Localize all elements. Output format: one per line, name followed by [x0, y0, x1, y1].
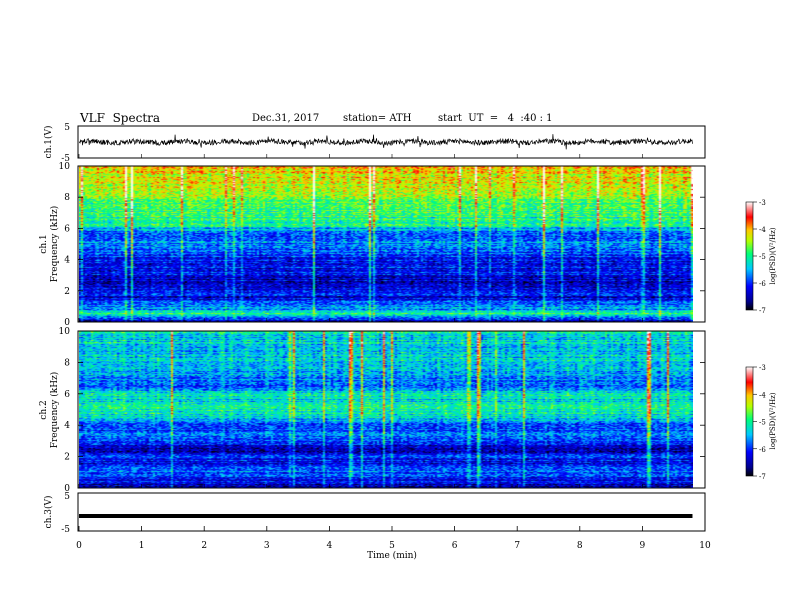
- ch3-ytick-neg5: -5: [61, 525, 70, 535]
- ch1-ytick-label-3: 6: [64, 224, 70, 234]
- ch1-cb-tick-label-4: -7: [759, 307, 766, 315]
- ch1-freq-ticks: 0 2 4 6 8 10: [59, 162, 705, 328]
- ch3-ytick-5: 5: [64, 492, 70, 502]
- time-tick-label-6: 6: [452, 541, 458, 551]
- ch2-ytick-label-4: 8: [64, 358, 70, 368]
- ch2-spec-ylabel-ch: ch.2: [39, 400, 49, 419]
- time-tick-label-0: 0: [76, 541, 82, 551]
- time-tick-label-10: 10: [699, 541, 711, 551]
- ch2-cb-tick-label-2: -5: [759, 419, 766, 427]
- ch1-waveform-frame: [77, 125, 706, 159]
- ch1-ytick-label-4: 8: [64, 193, 70, 203]
- ch2-colorbar-ticks: -3 -4 -5 -6 -7: [753, 364, 766, 481]
- ch3-ylabel: ch.3(V): [43, 496, 54, 529]
- ch2-ytick-label-0: 0: [64, 484, 70, 494]
- ch1-spectrogram-panel: 0 2 4 6 8 10 ch.1 Frequency (kHz): [39, 162, 706, 328]
- ch2-ytick-label-5: 10: [59, 327, 71, 337]
- ch2-spec-ylabel-freq: Frequency (kHz): [49, 372, 60, 449]
- time-tick-label-9: 9: [640, 541, 646, 551]
- ch1-cb-tick-label-2: -5: [759, 253, 766, 261]
- ch1-spectrogram-frame: [77, 165, 706, 323]
- time-tick-label-1: 1: [139, 541, 145, 551]
- start-ut-label: start UT = 4 :40 : 1: [438, 113, 553, 124]
- time-axis-label: Time (min): [367, 550, 417, 561]
- ch1-ytick-label-5: 10: [59, 162, 71, 172]
- time-tick-label-5: 5: [389, 541, 395, 551]
- ch1-ytick-neg5: -5: [61, 154, 70, 164]
- ch1-ylabel: ch.1(V): [43, 126, 54, 159]
- ch2-ytick-label-1: 2: [64, 453, 70, 463]
- ch3-waveform-frame: [77, 492, 706, 532]
- ch2-ytick-label-2: 4: [64, 421, 70, 431]
- ch3-waveform-panel: 5 -5 ch.3(V) 0 1 2 3 4 5 6 7 8 9 10 Time (min): [43, 154, 711, 561]
- ch1-waveform-line: [78, 134, 693, 150]
- time-axis-ticks: 0 1 2 3 4 5 6 7 8 9 10: [76, 154, 711, 551]
- ch2-spectrogram-frame: [77, 330, 706, 489]
- ch1-colorbar-label: log(PSD)(V²/Hz): [769, 227, 777, 284]
- time-tick-label-3: 3: [264, 541, 270, 551]
- ch1-colorbar-gradient: [745, 201, 754, 311]
- ch2-cb-tick-label-3: -6: [759, 446, 766, 454]
- ch2-cb-tick-label-0: -3: [759, 364, 766, 372]
- time-tick-label-7: 7: [514, 541, 520, 551]
- ch1-ytick-label-1: 2: [64, 287, 70, 297]
- ch2-spectrogram-panel: 0 2 4 6 8 10 ch.2 Frequency (kHz): [39, 327, 706, 494]
- ch1-ytick-label-0: 0: [64, 318, 70, 328]
- time-tick-label-8: 8: [577, 541, 583, 551]
- ch2-colorbar-gradient: [745, 366, 754, 477]
- ch1-cb-tick-label-1: -4: [759, 226, 766, 234]
- ch1-ytick-label-2: 4: [64, 256, 70, 266]
- ch1-cb-tick-label-0: -3: [759, 199, 766, 207]
- ch2-freq-ticks: 0 2 4 6 8 10: [59, 327, 705, 494]
- ch1-spec-ylabel-ch: ch.1: [39, 234, 49, 253]
- ch2-cb-tick-label-1: -4: [759, 391, 766, 399]
- ch1-spectrogram-image: [79, 166, 693, 322]
- date-label: Dec.31, 2017: [252, 113, 320, 124]
- ch2-ytick-label-3: 6: [64, 390, 70, 400]
- time-tick-label-4: 4: [327, 541, 333, 551]
- ch1-cb-tick-label-3: -6: [759, 280, 766, 288]
- ch1-waveform-panel: 5 -5 ch.1(V): [43, 123, 706, 164]
- ch2-colorbar-label: log(PSD)(V²/Hz): [769, 392, 777, 449]
- time-tick-label-2: 2: [201, 541, 207, 551]
- ch1-spec-ylabel-freq: Frequency (kHz): [49, 206, 60, 283]
- ch1-colorbar-ticks: -3 -4 -5 -6 -7: [753, 199, 766, 315]
- ch2-spectrogram-image: [79, 331, 693, 488]
- ch1-ytick-5: 5: [64, 123, 70, 133]
- station-label: station= ATH: [343, 113, 412, 124]
- ch2-cb-tick-label-4: -7: [759, 473, 766, 481]
- chart-title: VLF Spectra: [80, 111, 161, 125]
